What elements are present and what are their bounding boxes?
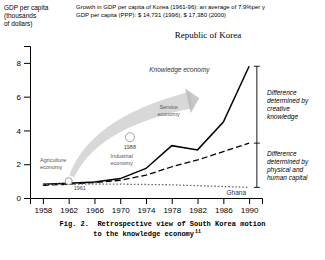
stage-circle <box>125 133 134 142</box>
x-tick: 1966 <box>86 198 104 215</box>
x-tick-mark <box>249 198 250 204</box>
annotation: 1988 <box>124 144 136 150</box>
y-axis-title: GDP per capita(thousandsof dollars) <box>4 4 49 28</box>
subtitle: Growth in GDP per capita of Korea (1961-… <box>76 4 265 18</box>
annotation: 1961 <box>74 185 86 191</box>
title: Fig. 2. Retrospective view of South Kore… <box>60 220 266 238</box>
title-superscript: 11 <box>195 229 201 235</box>
annotation: Differencedetermined byphysical andhuman… <box>266 150 309 182</box>
y-tick-mark <box>24 198 30 199</box>
arrow <box>70 89 199 177</box>
x-tick: 1958 <box>34 198 52 215</box>
x-tick: 1986 <box>215 198 233 215</box>
y-tick-mark <box>24 63 30 64</box>
x-tick-mark <box>198 198 199 204</box>
x-tick: 1978 <box>163 198 181 215</box>
x-tick-label: 1986 <box>215 206 233 215</box>
x-tick-label: 1958 <box>34 206 52 215</box>
annotation: Industrialeconomy <box>111 153 134 166</box>
series-line <box>43 143 249 185</box>
y-axis-line <box>24 47 31 199</box>
y-tick-label: 8 <box>17 59 22 68</box>
x-tick-mark <box>94 198 95 204</box>
texts: GDP per capita(thousandsof dollars) Growt… <box>4 4 309 238</box>
y-tick: 8 <box>17 59 30 68</box>
y-tick-label: 6 <box>17 93 22 102</box>
y-tick-mark <box>24 164 30 165</box>
annotation: Ghana <box>227 189 247 196</box>
x-tick-label: 1982 <box>189 206 207 215</box>
bracket-line <box>256 66 257 187</box>
x-tick-mark <box>120 198 121 204</box>
series-line <box>43 66 249 184</box>
y-axis: 0 2 4 6 8 <box>17 47 31 204</box>
lines <box>43 66 249 187</box>
x-tick-label: 1990 <box>241 206 259 215</box>
x-tick-label: 1978 <box>163 206 181 215</box>
chart: 1958 1962 1966 1970 1974 1978 1982 1986 1990 0 2 4 6… <box>0 0 325 260</box>
x-tick: 1990 <box>241 198 259 215</box>
arrow-head <box>186 89 199 112</box>
y-tick-mark <box>24 97 30 98</box>
bracket-tick <box>254 143 260 144</box>
x-tick-label: 1966 <box>86 206 104 215</box>
x-tick-label: 1970 <box>112 206 130 215</box>
x-tick-mark <box>69 198 70 204</box>
x-tick-mark <box>172 198 173 204</box>
x-tick: 1970 <box>112 198 130 215</box>
y-tick: 2 <box>17 160 30 169</box>
x-axis-line <box>31 199 263 205</box>
y-tick-label: 2 <box>17 160 22 169</box>
bracket <box>254 66 260 187</box>
x-tick-label: 1962 <box>60 206 78 215</box>
x-tick: 1982 <box>189 198 207 215</box>
y-tick-label: 4 <box>17 127 22 136</box>
x-tick: 1974 <box>138 198 156 215</box>
x-tick-mark <box>43 198 44 204</box>
annotation: Republic of Korea <box>175 30 241 40</box>
annotation: Knowledge economy <box>149 66 210 74</box>
stage-circle <box>65 178 72 185</box>
y-tick-mark <box>24 130 30 131</box>
y-tick: 4 <box>17 127 30 136</box>
arrow-body <box>70 92 193 177</box>
x-tick: 1962 <box>60 198 78 215</box>
annotation: Serviceeconomy <box>157 104 180 117</box>
x-axis: 1958 1962 1966 1970 1974 1978 1982 1986 1990 <box>31 198 263 215</box>
bracket-tick <box>254 187 260 188</box>
x-tick-mark <box>223 198 224 204</box>
x-tick-mark <box>146 198 147 204</box>
x-tick-label: 1974 <box>138 206 156 215</box>
annotation: Agricultureeconomy <box>40 157 66 170</box>
y-tick: 6 <box>17 93 30 102</box>
y-tick: 0 <box>17 194 30 203</box>
annotation: Differencedetermined bycreativeknowledge <box>267 89 309 121</box>
bracket-tick <box>254 66 260 67</box>
stage-circles <box>65 133 134 185</box>
y-tick-label: 0 <box>17 194 22 203</box>
